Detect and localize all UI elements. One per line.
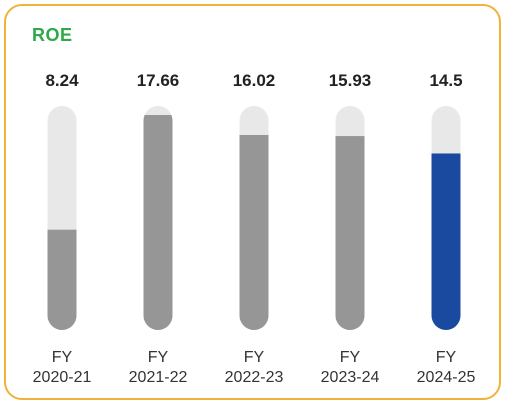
bar-group (47, 106, 77, 330)
category-label: 2023-24 (321, 369, 380, 386)
bar (431, 153, 461, 330)
bar (335, 136, 365, 330)
category-label: 2021-22 (129, 369, 188, 386)
category-label: 2020-21 (33, 369, 92, 386)
category-label: FY (340, 349, 361, 366)
chart-title: ROE (32, 25, 73, 45)
category-label: FY (436, 349, 457, 366)
value-label: 17.66 (137, 71, 180, 90)
bar-group (143, 106, 173, 330)
category-label: 2024-25 (417, 369, 476, 386)
bar-group (431, 106, 461, 330)
value-label: 8.24 (45, 71, 79, 90)
value-label: 16.02 (233, 71, 276, 90)
bar (239, 134, 269, 330)
category-label: FY (52, 349, 73, 366)
category-label: FY (148, 349, 169, 366)
category-label: 2022-23 (225, 369, 284, 386)
bar (47, 229, 77, 330)
bar-group (239, 106, 269, 330)
bar (143, 115, 173, 330)
value-label: 15.93 (329, 71, 372, 90)
category-label: FY (244, 349, 265, 366)
bar-group (335, 106, 365, 330)
value-label: 14.5 (429, 71, 462, 90)
